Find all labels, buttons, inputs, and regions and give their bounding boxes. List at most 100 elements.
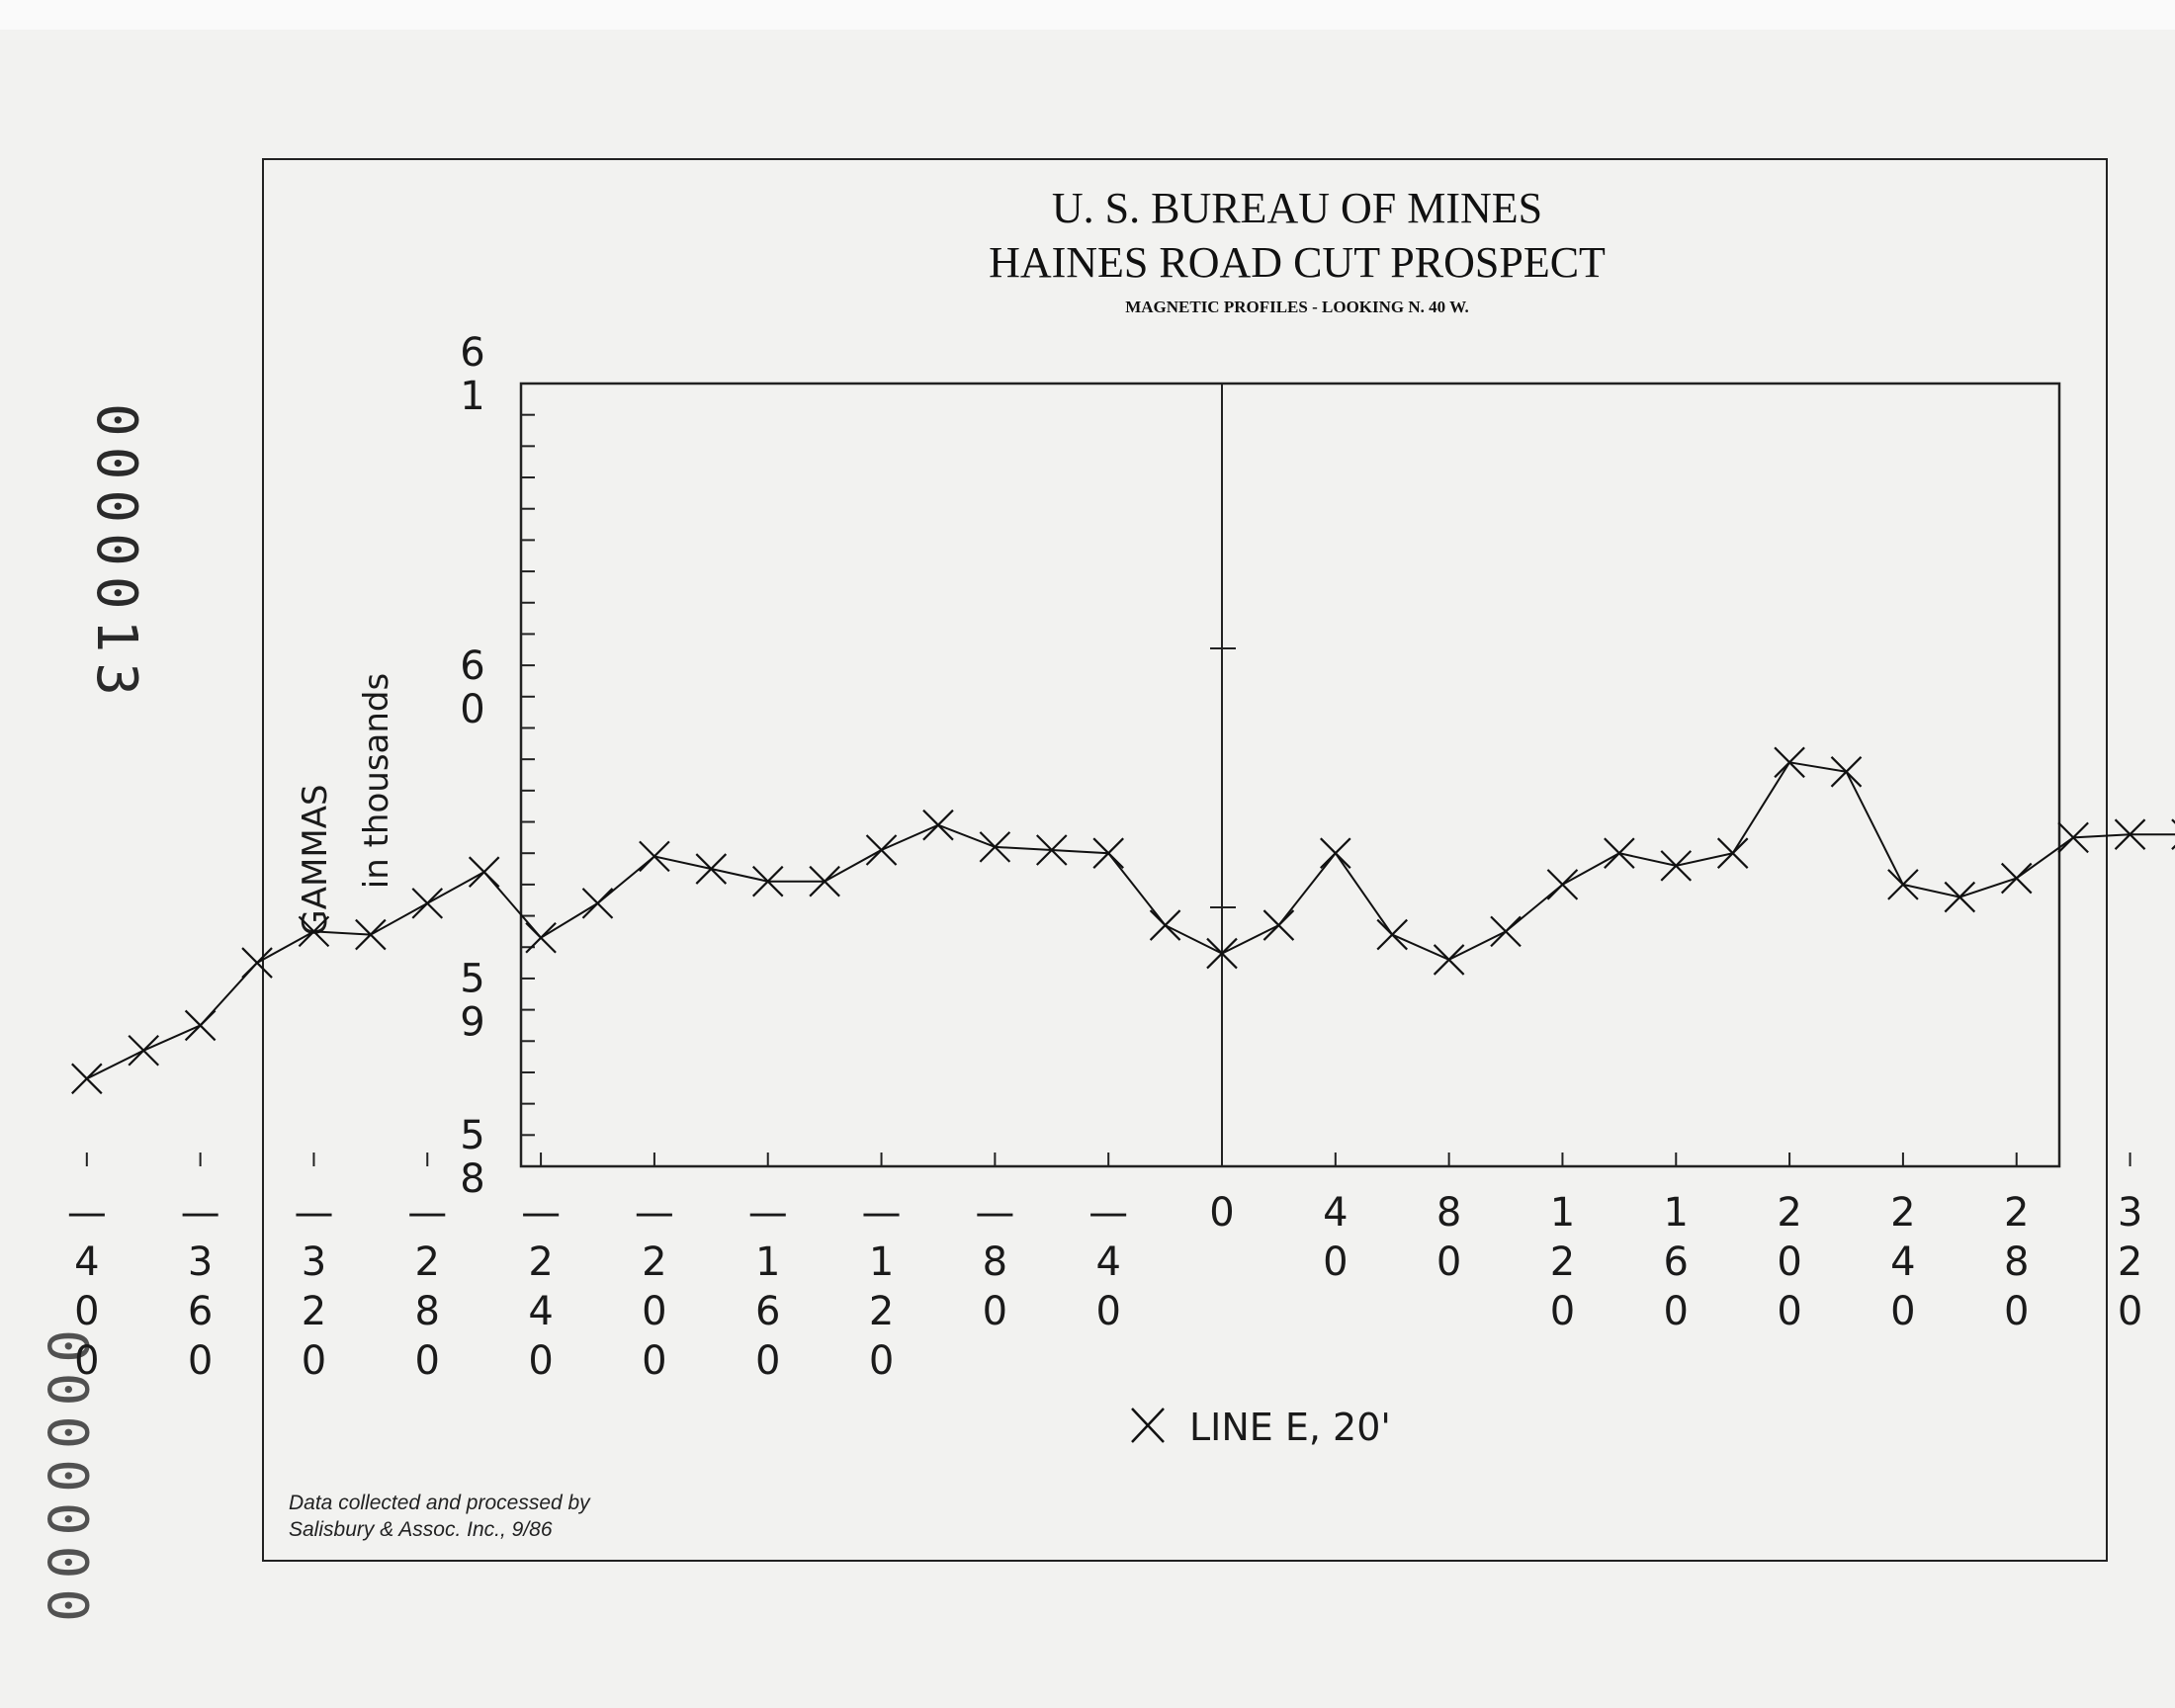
data-point-marker: [241, 947, 273, 979]
chart-title-line1: U. S. BUREAU OF MINES: [1052, 184, 1542, 232]
marker-stroke: [639, 840, 670, 873]
marker-stroke: [1092, 837, 1124, 869]
data-point-marker: [1376, 918, 1409, 951]
data-point-marker: [1660, 850, 1693, 882]
marker-stroke: [1035, 834, 1068, 866]
x-tick-label: —2 8 0: [407, 1190, 447, 1384]
marker-stroke: [1320, 837, 1351, 869]
data-point-marker: [2000, 862, 2033, 895]
x-tick-label: —3 6 0: [181, 1190, 220, 1384]
chart-subtitle: MAGNETIC PROFILES - LOOKING N. 40 W.: [1125, 298, 1469, 316]
data-point-marker: [1604, 837, 1635, 869]
data-point-marker: [1035, 834, 1068, 866]
data-point-marker: [1490, 915, 1522, 948]
marker-stroke: [241, 947, 273, 979]
scan-top-edge: [0, 0, 2175, 30]
x-tick-label: —4 0 0: [67, 1190, 107, 1384]
x-tick-label: —2 0 0: [635, 1190, 674, 1384]
marker-stroke: [922, 809, 954, 841]
data-point-marker: [525, 921, 557, 954]
data-point-marker: [639, 840, 670, 873]
marker-stroke: [128, 1035, 160, 1067]
marker-stroke: [1376, 918, 1409, 951]
marker-stroke: [1206, 937, 1238, 970]
data-point-marker: [751, 865, 784, 897]
marker-stroke: [71, 1063, 103, 1095]
data-point-marker: [1716, 837, 1749, 869]
marker-stroke: [1604, 837, 1635, 869]
data-point-marker: [865, 834, 898, 866]
marker-stroke: [1546, 869, 1579, 900]
x-tick-label: 0: [1209, 1190, 1234, 1236]
series-path: [86, 761, 2175, 1080]
marker-stroke: [468, 856, 500, 888]
x-axis-ticks: —4 0 0— 3 6 0— 3 2 0— 2 8 0— 2 4 0— 2 0 0— 1 6 0— 1 2 0— 8 0— 4 00 4…: [67, 1153, 2142, 1384]
legend-label: LINE E, 20': [1189, 1406, 1391, 1449]
marker-stroke: [1262, 909, 1295, 941]
marker-stroke: [1433, 944, 1465, 976]
marker-stroke: [1887, 869, 1919, 900]
data-point-marker: [695, 853, 728, 885]
x-tick-label: —1 6 0: [748, 1190, 788, 1384]
x-tick-label: —1 2 0: [862, 1190, 902, 1384]
data-point-marker: [71, 1063, 103, 1095]
marker-stroke: [1716, 837, 1749, 869]
data-point-marker: [2057, 821, 2089, 854]
marker-stroke: [1149, 909, 1181, 941]
data-point-marker: [184, 1009, 217, 1042]
data-point-marker: [809, 865, 840, 897]
marker-stroke: [2057, 821, 2089, 854]
data-point-marker: [1830, 756, 1863, 788]
legend-marker-x2: [1131, 1408, 1165, 1443]
marker-stroke: [1490, 915, 1522, 948]
marker-stroke: [298, 915, 330, 948]
data-point-marker: [1149, 909, 1181, 941]
y-axis-ticks: 5 8 5 9 6 0 6 1: [460, 330, 535, 1202]
chart-frame: [262, 158, 2108, 1562]
chart-title-line2: HAINES ROAD CUT PROSPECT: [989, 238, 1606, 287]
data-point-marker: [1320, 837, 1351, 869]
marker-stroke: [581, 888, 614, 919]
legend: LINE E, 20': [1131, 1406, 1391, 1449]
data-point-marker: [1262, 909, 1295, 941]
marker-stroke: [979, 831, 1011, 863]
marker-stroke: [1830, 756, 1863, 788]
x-tick-label: —3 2 0: [294, 1190, 333, 1384]
x-tick-label: —4 0: [1088, 1190, 1128, 1334]
x-tick-label: —8 0: [975, 1190, 1014, 1334]
marker-stroke: [809, 865, 840, 897]
plot-area-border: [519, 382, 2061, 1168]
data-point-marker: [581, 888, 614, 919]
data-point-marker: [1887, 869, 1919, 900]
data-point-marker: [1774, 746, 1805, 779]
data-point-marker: [355, 918, 387, 951]
marker-stroke: [695, 853, 728, 885]
data-point-marker: [1092, 837, 1124, 869]
marker-stroke: [1944, 881, 1976, 913]
marker-stroke: [355, 918, 387, 951]
data-point-marker: [1944, 881, 1976, 913]
y-axis-label: GAMMAS: [296, 784, 335, 935]
marker-stroke: [865, 834, 898, 866]
marker-stroke: [751, 865, 784, 897]
data-point-marker: [922, 809, 954, 841]
data-credit-note: Data collected and processed by Salisbur…: [289, 1492, 590, 1541]
marker-stroke: [2114, 818, 2146, 850]
data-point-marker: [979, 831, 1011, 863]
data-point-marker: [2114, 818, 2146, 850]
x-tick-label: —2 4 0: [521, 1190, 561, 1384]
data-point-marker: [1546, 869, 1579, 900]
marker-stroke: [184, 1009, 217, 1042]
